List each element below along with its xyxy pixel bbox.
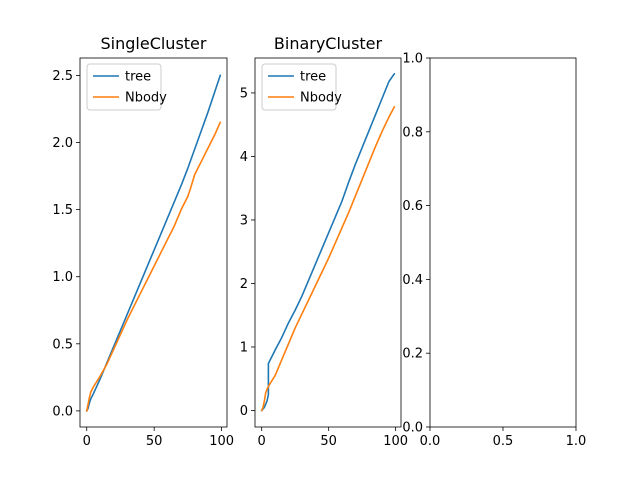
y-tick-label: 0.5 <box>52 337 73 352</box>
x-tick-label: 100 <box>209 434 234 449</box>
chart-title: BinaryCluster <box>274 34 383 53</box>
chart-title: SingleCluster <box>101 34 207 53</box>
x-tick-label: 0 <box>83 434 91 449</box>
x-tick-label: 1.0 <box>566 434 587 449</box>
y-tick-label: 1.5 <box>52 203 73 218</box>
legend-label-tree: tree <box>300 70 326 85</box>
x-tick-label: 50 <box>146 434 163 449</box>
y-tick-label: 5 <box>240 86 248 101</box>
subplot-binary-cluster: 0 50 100 0 1 2 3 4 5 BinaryCluster tree Nbody <box>240 34 408 449</box>
subplot-empty: 0.0 0.5 1.0 0.0 0.2 0.4 0.6 0.8 1.0 <box>402 52 586 450</box>
x-tick-label: 50 <box>320 434 337 449</box>
y-tick-label: 4 <box>240 150 248 165</box>
y-tick-label: 2 <box>240 277 248 292</box>
y-tick-label: 1.0 <box>52 270 73 285</box>
series-line-nbody <box>85 121 222 412</box>
legend: tree Nbody <box>86 63 167 111</box>
y-tick-label: 0.6 <box>402 199 423 214</box>
x-tick-label: 0 <box>258 434 266 449</box>
y-tick-label: 1.0 <box>402 52 423 67</box>
axes-frame <box>79 57 228 428</box>
legend-label-tree: tree <box>125 70 151 85</box>
y-tick-label: 0 <box>240 404 248 419</box>
legend: tree Nbody <box>261 63 342 111</box>
series-line-tree <box>85 74 222 412</box>
y-tick-label: 1 <box>240 340 248 355</box>
y-tick-label: 3 <box>240 213 248 228</box>
legend-label-nbody: Nbody <box>125 91 167 106</box>
y-tick-label: 0.4 <box>402 273 423 288</box>
y-tick-label: 0.0 <box>402 421 423 436</box>
subplot-single-cluster: 0 50 100 0.0 0.5 1.0 1.5 2.0 2.5 SingleCluster tre… <box>52 34 234 449</box>
axes-frame <box>254 57 402 428</box>
series-line-nbody <box>260 105 396 412</box>
y-tick-label: 0.0 <box>52 404 73 419</box>
x-tick-label: 0.0 <box>420 434 441 449</box>
legend-label-nbody: Nbody <box>300 91 342 106</box>
x-tick-label: 100 <box>383 434 408 449</box>
x-tick-label: 0.5 <box>493 434 514 449</box>
y-tick-label: 0.8 <box>402 125 423 140</box>
y-tick-label: 2.5 <box>52 69 73 84</box>
y-tick-label: 0.2 <box>402 347 423 362</box>
y-tick-label: 2.0 <box>52 136 73 151</box>
series-line-tree <box>260 72 396 412</box>
